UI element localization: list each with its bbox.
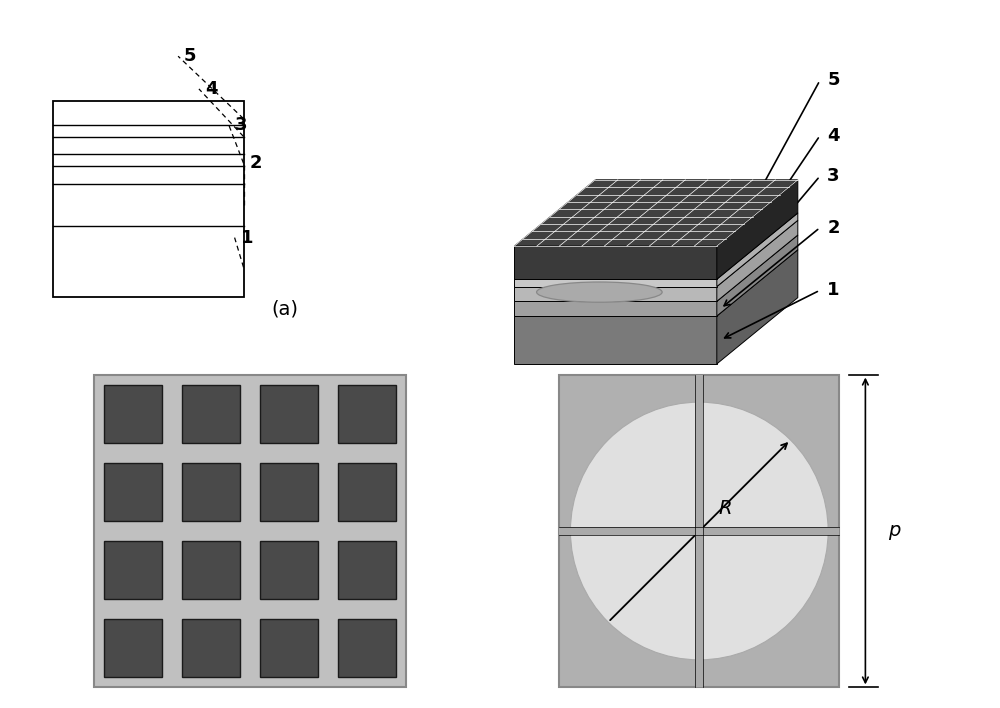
- Circle shape: [570, 402, 828, 660]
- Polygon shape: [717, 235, 798, 316]
- Text: R: R: [719, 498, 732, 518]
- Text: (a): (a): [272, 299, 299, 319]
- Text: 1: 1: [241, 229, 253, 246]
- Bar: [260, 620, 318, 677]
- Polygon shape: [717, 180, 798, 279]
- Bar: [260, 463, 318, 521]
- Polygon shape: [514, 250, 798, 316]
- Bar: [182, 385, 240, 442]
- Text: 1: 1: [827, 281, 840, 299]
- Text: 3: 3: [235, 115, 247, 134]
- Bar: [182, 463, 240, 521]
- Text: 2: 2: [827, 219, 840, 236]
- Ellipse shape: [537, 282, 662, 302]
- Bar: [260, 385, 318, 442]
- Polygon shape: [514, 246, 717, 279]
- Bar: [338, 620, 396, 677]
- Polygon shape: [514, 287, 717, 302]
- Text: 4: 4: [827, 127, 840, 144]
- Polygon shape: [717, 250, 798, 364]
- Polygon shape: [514, 302, 717, 316]
- Polygon shape: [514, 279, 717, 287]
- Polygon shape: [717, 213, 798, 287]
- Bar: [559, 375, 839, 687]
- Text: 4: 4: [205, 80, 217, 98]
- Polygon shape: [514, 220, 798, 287]
- Bar: [260, 541, 318, 599]
- Polygon shape: [514, 235, 798, 302]
- Bar: [104, 541, 162, 599]
- Text: 5: 5: [827, 72, 840, 89]
- Text: 5: 5: [184, 47, 197, 65]
- Text: 2: 2: [249, 154, 262, 172]
- Bar: [104, 463, 162, 521]
- Text: 3: 3: [827, 167, 840, 185]
- Bar: [338, 463, 396, 521]
- Bar: [559, 527, 839, 535]
- Bar: [695, 375, 703, 687]
- Bar: [104, 620, 162, 677]
- Polygon shape: [514, 180, 798, 246]
- Polygon shape: [717, 220, 798, 302]
- Text: p: p: [888, 522, 901, 540]
- Polygon shape: [514, 316, 717, 364]
- Bar: [338, 385, 396, 442]
- Bar: [182, 620, 240, 677]
- Bar: [104, 385, 162, 442]
- Bar: [182, 541, 240, 599]
- Polygon shape: [514, 213, 798, 279]
- Bar: [338, 541, 396, 599]
- Bar: [53, 101, 244, 297]
